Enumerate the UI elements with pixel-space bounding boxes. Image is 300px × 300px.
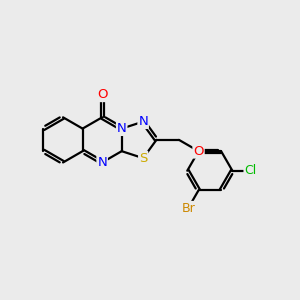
Text: O: O [97,88,107,101]
Text: Cl: Cl [244,164,256,177]
Text: S: S [139,152,147,165]
Text: N: N [97,156,107,169]
Text: N: N [138,115,148,128]
Text: O: O [193,145,204,158]
Text: Br: Br [181,202,195,215]
Text: N: N [117,122,127,135]
